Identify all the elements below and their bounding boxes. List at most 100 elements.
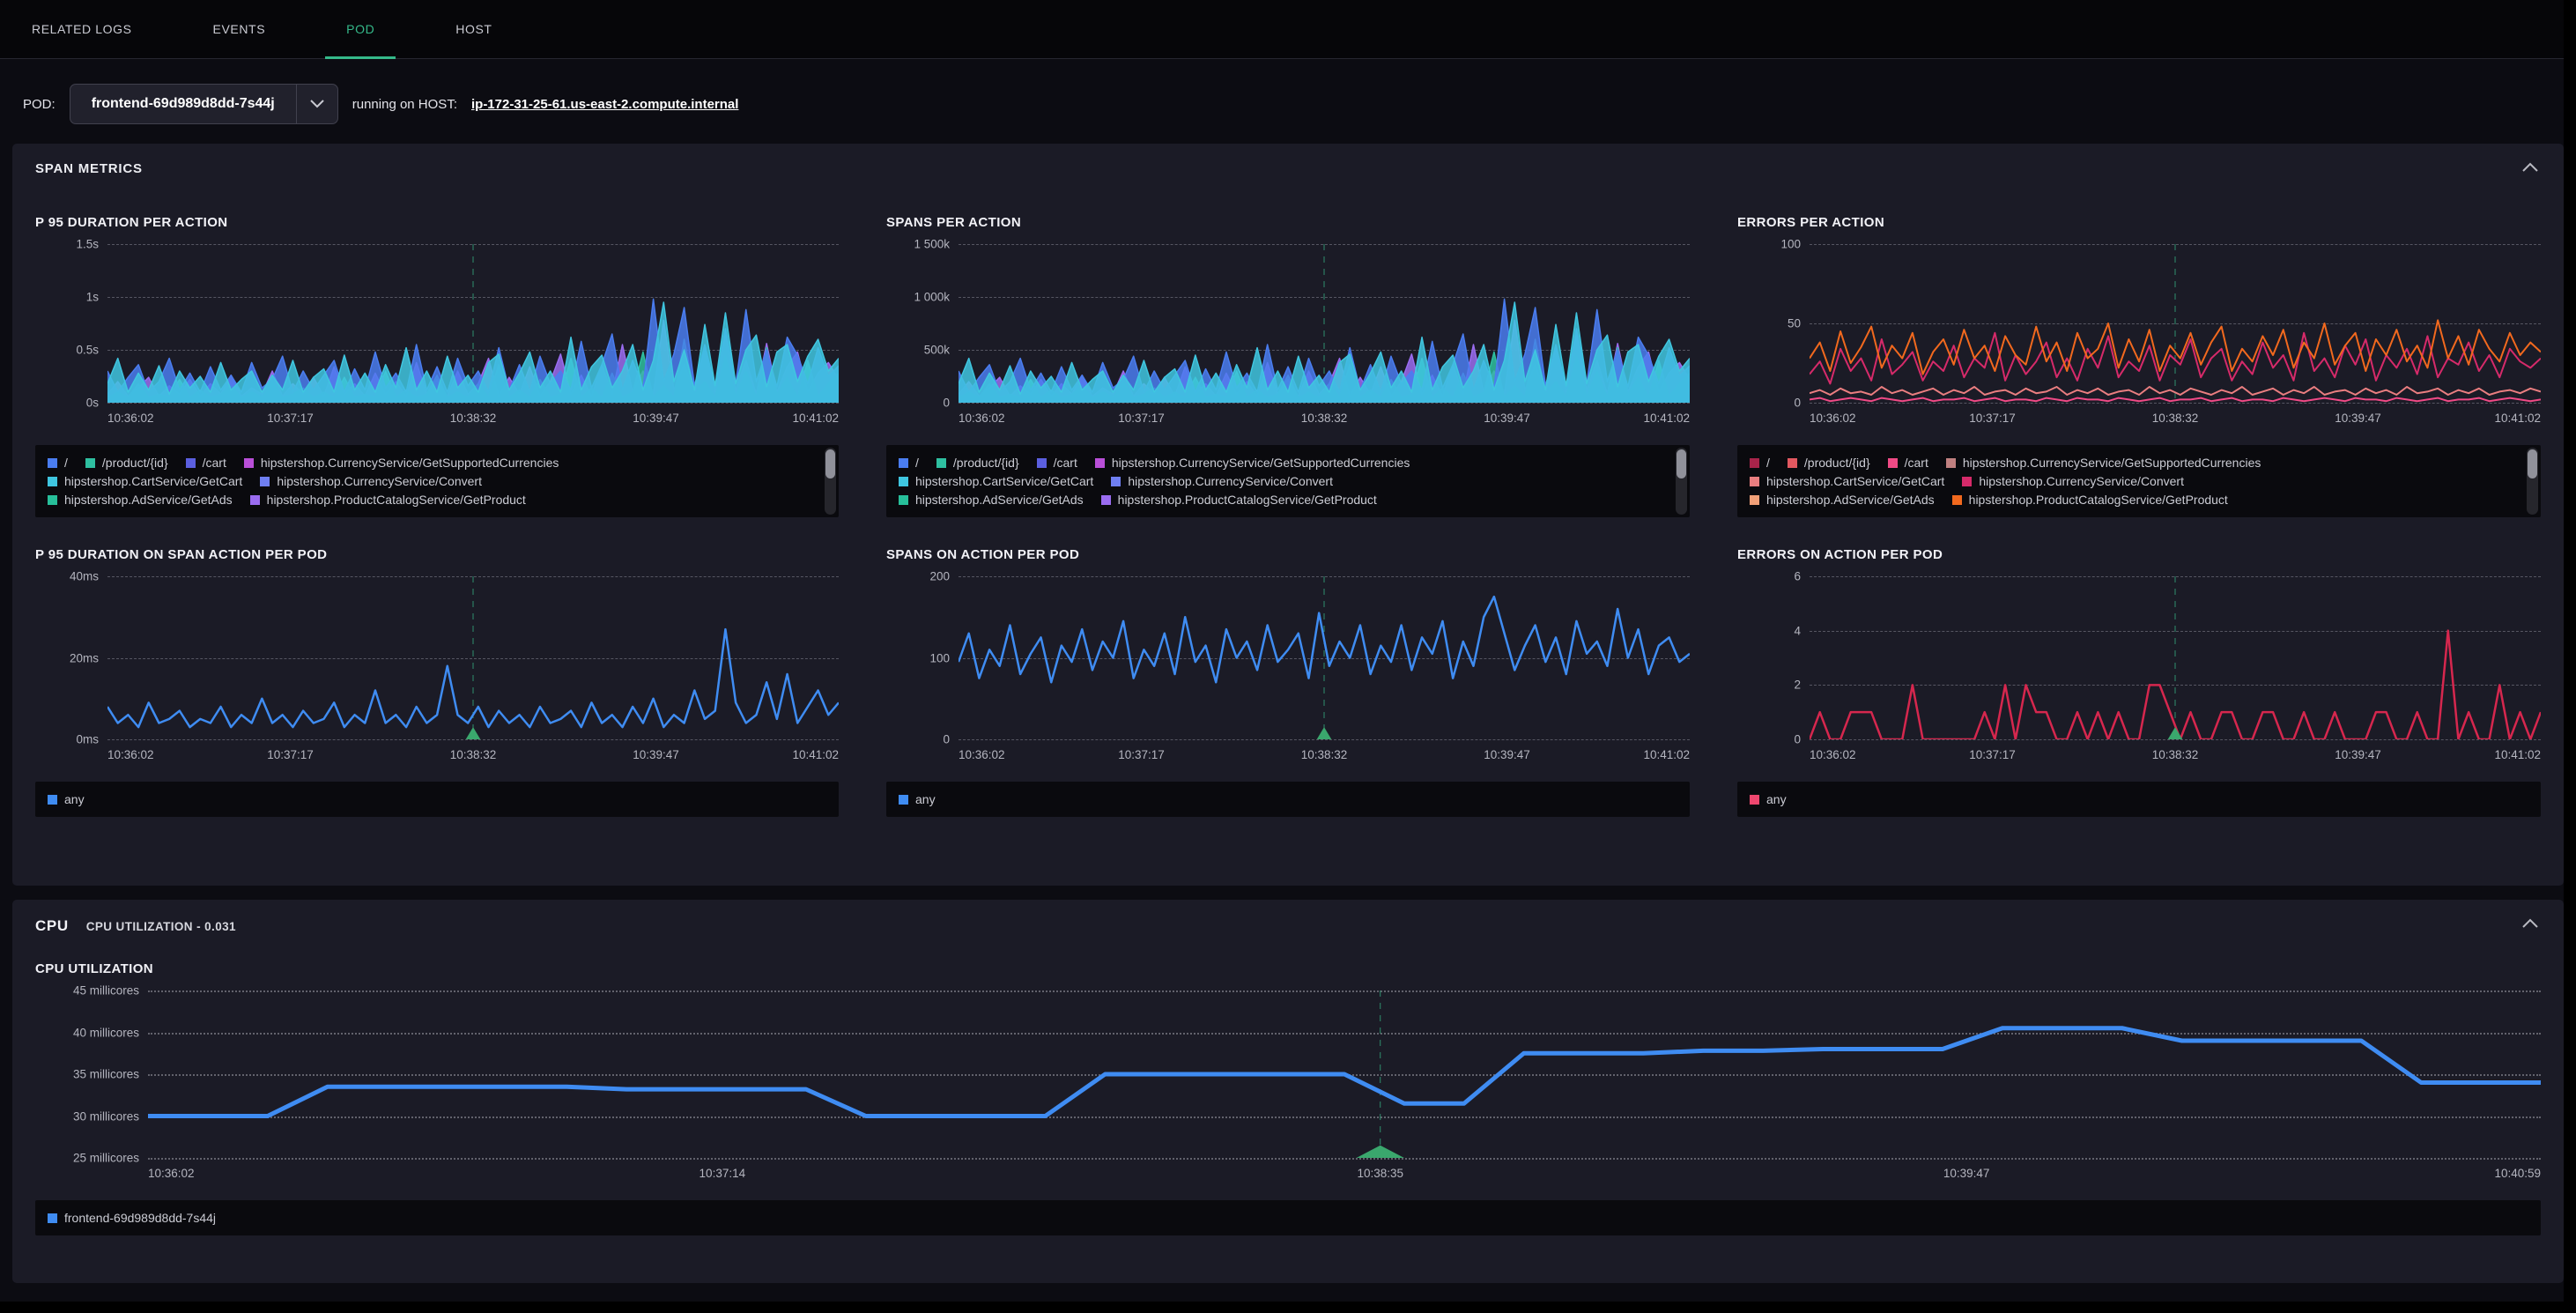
chart-canvas [148,990,2541,1158]
gridline [148,1158,2541,1160]
legend-color-chip [250,495,260,505]
legend-label: /cart [1905,456,1928,470]
legend-item[interactable]: hipstershop.ProductCatalogService/GetPro… [1101,493,1377,507]
legend-row: hipstershop.AdService/GetAds hipstershop.… [1750,493,2514,507]
legend-label: /cart [1054,456,1077,470]
legend-item[interactable]: hipstershop.AdService/GetAds [899,493,1084,507]
legend-color-chip [899,495,908,505]
x-axis-tick-label: 10:37:14 [700,1167,746,1180]
legend-item[interactable]: hipstershop.CurrencyService/GetSupported… [1946,456,2261,470]
legend-item[interactable]: hipstershop.AdService/GetAds [48,493,233,507]
legend-row: hipstershop.CartService/GetCart hipstersh… [48,474,812,488]
gridline [1810,739,2541,740]
chart-plot[interactable]: 1 500k1 000k500k0 [959,244,1690,403]
legend-item[interactable]: any [899,792,936,806]
legend-row: any [899,792,1663,806]
chart-title: CPU UTILIZATION [35,961,2541,976]
x-axis-tick-label: 10:41:02 [792,748,839,761]
chart-legend: frontend-69d989d8dd-7s44j [35,1200,2541,1235]
x-axis-tick-label: 10:37:17 [1969,748,2016,761]
chevron-up-icon[interactable] [2521,917,2539,933]
legend-item[interactable]: / [899,456,919,470]
chart-plot[interactable]: 1.5s1s0.5s0s [107,244,839,403]
legend-item[interactable]: hipstershop.CurrencyService/GetSupported… [244,456,559,470]
tab-related-logs[interactable]: RELATED LOGS [23,0,141,58]
legend-item[interactable]: hipstershop.CurrencyService/GetSupported… [1095,456,1410,470]
x-axis-tick-label: 10:39:47 [633,748,679,761]
chart-legend: / /product/{id} /cart hipstershop.CurrencyS… [35,445,839,517]
legend-item[interactable]: any [1750,792,1787,806]
legend-item[interactable]: /cart [1888,456,1928,470]
legend-item[interactable]: hipstershop.CartService/GetCart [1750,474,1944,488]
legend-item[interactable]: /product/{id} [85,456,168,470]
legend-item[interactable]: hipstershop.CurrencyService/Convert [1111,474,1333,488]
legend-scrollbar-thumb[interactable] [825,449,835,478]
chart-plot[interactable]: 40ms20ms0ms [107,576,839,739]
y-axis-tick-label: 4 [1794,624,1801,637]
chart-canvas [107,576,839,739]
timeline-marker-triangle [1357,1146,1404,1158]
host-link[interactable]: ip-172-31-25-61.us-east-2.compute.intern… [471,97,738,112]
legend-item[interactable]: hipstershop.CartService/GetCart [48,474,242,488]
legend-label: / [915,456,919,470]
legend-item[interactable]: frontend-69d989d8dd-7s44j [48,1211,216,1225]
y-axis-tick-label: 25 millicores [73,1152,139,1165]
chart-title: ERRORS ON ACTION PER POD [1737,547,2541,562]
timeline-marker-triangle [2168,727,2183,739]
legend-item[interactable]: hipstershop.AdService/GetAds [1750,493,1935,507]
x-axis-tick-label: 10:41:02 [792,412,839,425]
legend-item[interactable]: /cart [186,456,226,470]
legend-label: hipstershop.AdService/GetAds [915,493,1084,507]
legend-scrollbar[interactable] [1676,448,1687,515]
chart-plot[interactable]: 100500 [1810,244,2541,403]
tab-host[interactable]: HOST [447,0,500,58]
chart-errors-per-action: ERRORS PER ACTION10050010:36:0210:37:171… [1737,215,2541,517]
legend-item[interactable]: hipstershop.CurrencyService/Convert [1962,474,2184,488]
chart-title: ERRORS PER ACTION [1737,215,2541,230]
x-axis-tick-label: 10:36:02 [148,1167,195,1180]
x-axis-labels: 10:36:0210:37:1710:38:3210:39:4710:41:02 [1810,748,2541,768]
y-axis-tick-label: 100 [1780,238,1801,251]
legend-scrollbar-thumb[interactable] [2528,449,2537,478]
span-metrics-panel: SPAN METRICS P 95 DURATION PER ACTION1.5… [12,144,2564,886]
y-axis-tick-label: 0 [1794,397,1801,410]
x-axis-tick-label: 10:36:02 [1810,748,1856,761]
chart-plot[interactable]: 6420 [1810,576,2541,739]
y-axis-tick-label: 40 millicores [73,1026,139,1039]
tab-pod[interactable]: POD [337,0,383,58]
chart-cpu-utilization: CPU UTILIZATION 45 millicores40 millicore… [35,961,2541,1235]
legend-color-chip [1101,495,1111,505]
legend-scrollbar[interactable] [825,448,836,515]
legend-item[interactable]: / [48,456,68,470]
legend-row: hipstershop.AdService/GetAds hipstershop.… [899,493,1663,507]
legend-label: hipstershop.CurrencyService/Convert [277,474,482,488]
legend-item[interactable]: / [1750,456,1770,470]
pod-dropdown[interactable]: frontend-69d989d8dd-7s44j [70,84,338,124]
legend-label: /cart [203,456,226,470]
legend-item[interactable]: hipstershop.ProductCatalogService/GetPro… [1952,493,2228,507]
legend-item[interactable]: /product/{id} [936,456,1019,470]
legend-item[interactable]: hipstershop.CartService/GetCart [899,474,1093,488]
chart-title: SPANS PER ACTION [886,215,1690,230]
legend-color-chip [1888,458,1898,468]
legend-item[interactable]: any [48,792,85,806]
y-axis-tick-label: 6 [1794,570,1801,583]
legend-scrollbar[interactable] [2527,448,2538,515]
x-axis-tick-label: 10:39:47 [1943,1167,1990,1180]
chevron-down-icon[interactable] [297,85,337,123]
chart-plot[interactable]: 45 millicores40 millicores35 millicores3… [148,990,2541,1158]
legend-item[interactable]: /cart [1037,456,1077,470]
x-axis-labels: 10:36:0210:37:1710:38:3210:39:4710:41:02 [959,412,1690,431]
chart-plot[interactable]: 2001000 [959,576,1690,739]
x-axis-tick-label: 10:36:02 [1810,412,1856,425]
legend-item[interactable]: hipstershop.CurrencyService/Convert [260,474,482,488]
legend-item[interactable]: hipstershop.ProductCatalogService/GetPro… [250,493,526,507]
x-axis-labels: 10:36:0210:37:1410:38:3510:39:4710:40:59 [148,1167,2541,1186]
chevron-up-icon[interactable] [2521,161,2539,177]
legend-item[interactable]: /product/{id} [1788,456,1870,470]
tab-events[interactable]: EVENTS [204,0,275,58]
legend-scrollbar-thumb[interactable] [1677,449,1686,478]
y-axis-tick-label: 0s [86,397,99,410]
series-line-any [959,597,1690,682]
chart-spans-per-action: SPANS PER ACTION 1 500k1 000k500k0 10:36:0… [886,215,1690,517]
